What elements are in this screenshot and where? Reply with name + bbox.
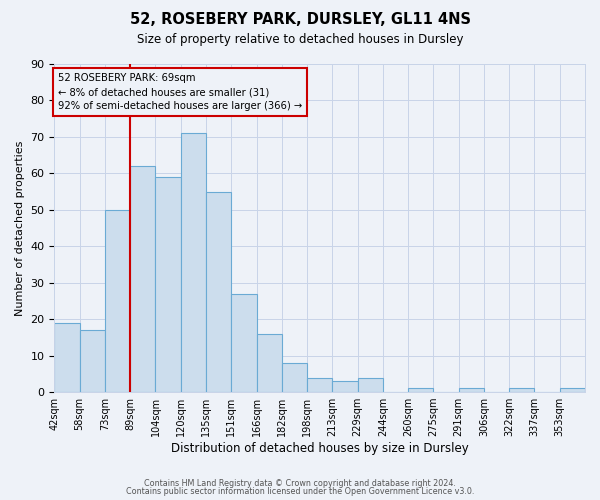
Bar bbox=[332, 381, 358, 392]
Text: Contains HM Land Registry data © Crown copyright and database right 2024.: Contains HM Land Registry data © Crown c… bbox=[144, 478, 456, 488]
Bar bbox=[257, 334, 282, 392]
Bar bbox=[130, 166, 155, 392]
Text: 52 ROSEBERY PARK: 69sqm
← 8% of detached houses are smaller (31)
92% of semi-det: 52 ROSEBERY PARK: 69sqm ← 8% of detached… bbox=[58, 73, 302, 111]
Bar bbox=[358, 378, 383, 392]
Y-axis label: Number of detached properties: Number of detached properties bbox=[15, 140, 25, 316]
Bar bbox=[206, 192, 231, 392]
Bar bbox=[408, 388, 433, 392]
Bar bbox=[307, 378, 332, 392]
Bar bbox=[181, 134, 206, 392]
Text: 52, ROSEBERY PARK, DURSLEY, GL11 4NS: 52, ROSEBERY PARK, DURSLEY, GL11 4NS bbox=[130, 12, 470, 28]
Bar bbox=[458, 388, 484, 392]
X-axis label: Distribution of detached houses by size in Dursley: Distribution of detached houses by size … bbox=[171, 442, 469, 455]
Bar bbox=[80, 330, 105, 392]
Text: Contains public sector information licensed under the Open Government Licence v3: Contains public sector information licen… bbox=[126, 487, 474, 496]
Bar bbox=[55, 323, 80, 392]
Bar bbox=[105, 210, 130, 392]
Bar bbox=[231, 294, 257, 392]
Text: Size of property relative to detached houses in Dursley: Size of property relative to detached ho… bbox=[137, 32, 463, 46]
Bar bbox=[560, 388, 585, 392]
Bar bbox=[155, 177, 181, 392]
Bar bbox=[509, 388, 535, 392]
Bar bbox=[282, 363, 307, 392]
